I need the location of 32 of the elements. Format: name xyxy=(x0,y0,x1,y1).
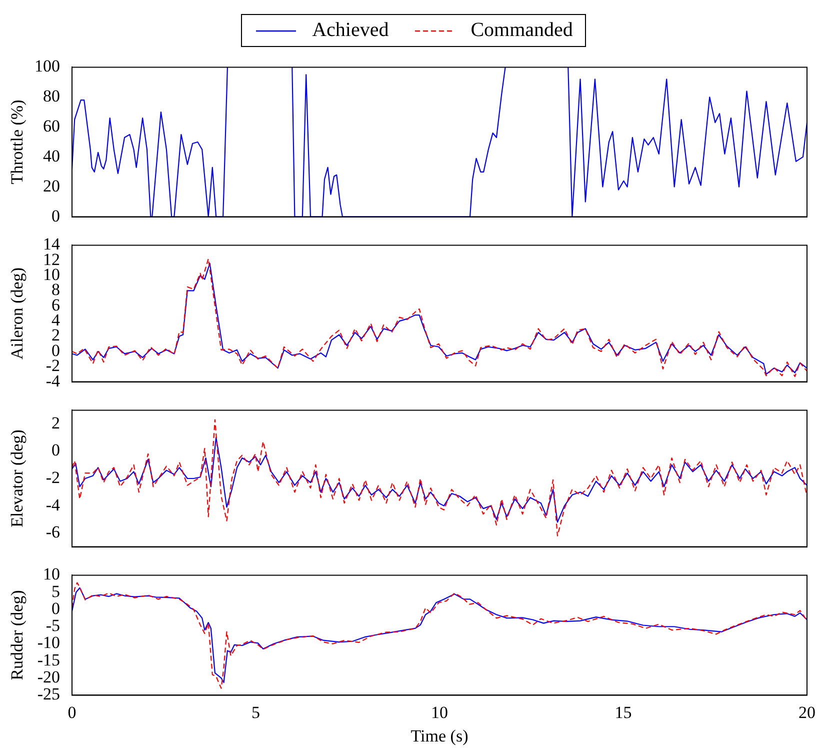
legend-label: Achieved xyxy=(312,19,389,42)
x-tick-label: 0 xyxy=(68,702,76,722)
y-axis-title: Throttle (%) xyxy=(8,100,27,184)
y-axis-title: Elevator (deg) xyxy=(8,430,27,528)
x-tick-label: 15 xyxy=(614,702,632,722)
line-series xyxy=(72,419,807,536)
legend-label: Commanded xyxy=(470,19,573,42)
y-tick-label: -4 xyxy=(46,495,60,514)
y-axis-title: Rudder (deg) xyxy=(8,590,27,680)
y-tick-label: 20 xyxy=(43,176,60,196)
y-tick-label: 80 xyxy=(43,86,60,106)
x-tick-label: 20 xyxy=(798,702,816,722)
y-tick-label: -25 xyxy=(37,684,60,704)
y-tick-label: -15 xyxy=(37,650,60,670)
x-tick-label: 10 xyxy=(431,702,448,722)
y-axis-title: Aileron (deg) xyxy=(8,267,27,360)
y-tick-label: -5 xyxy=(46,616,60,636)
y-tick-label: -2 xyxy=(46,468,60,487)
y-tick-label: 10 xyxy=(43,564,60,584)
y-tick-label: 0 xyxy=(52,440,60,460)
y-tick-label: -10 xyxy=(37,633,60,652)
x-tick-label: 5 xyxy=(252,702,260,722)
y-tick-label: 60 xyxy=(43,116,60,136)
y-tick-label: -20 xyxy=(37,668,60,687)
y-tick-label: 100 xyxy=(34,56,60,76)
y-tick-label: 0 xyxy=(52,206,60,226)
y-tick-label: 5 xyxy=(52,582,60,601)
x-axis-title: Time (s) xyxy=(410,726,468,746)
y-tick-label: 2 xyxy=(52,413,60,432)
y-tick-label: 40 xyxy=(43,146,60,166)
y-tick-label: 0 xyxy=(52,598,60,618)
y-tick-label: -6 xyxy=(46,522,60,542)
